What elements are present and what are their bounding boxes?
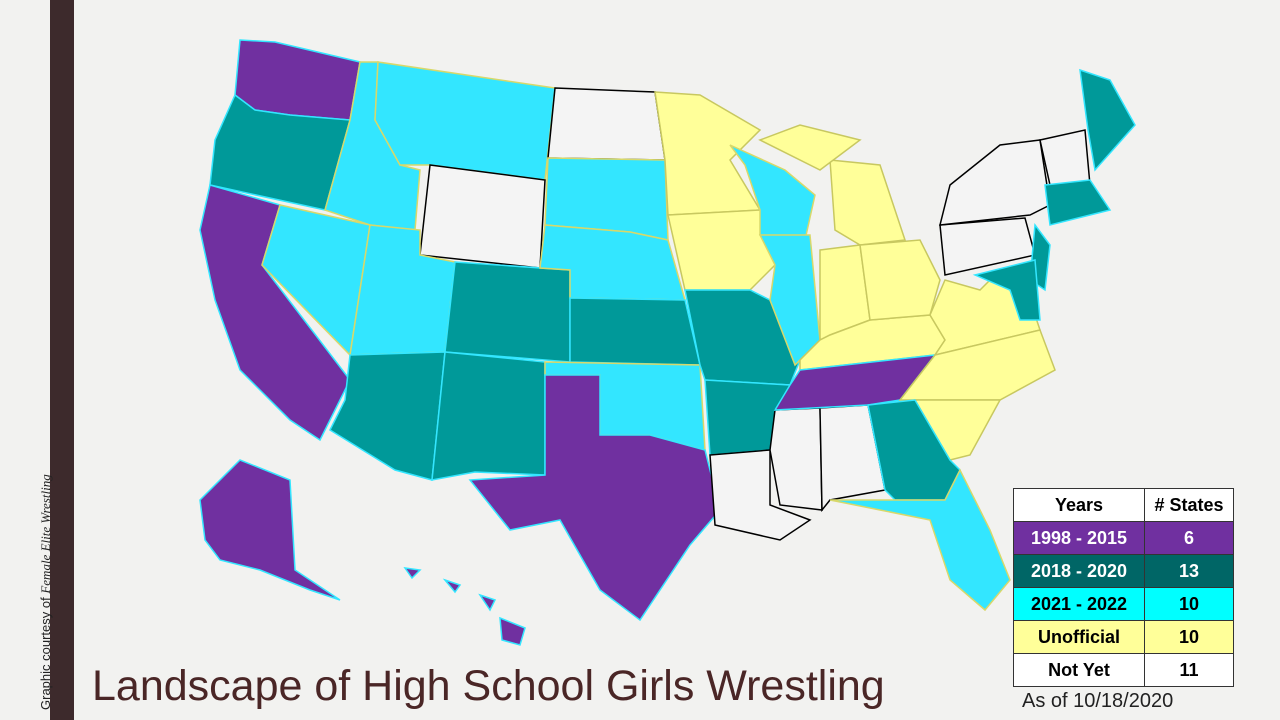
states (199, 39, 1136, 646)
credit-name: Female Elite Wrestling (38, 474, 53, 594)
legend-row: Unofficial 10 (1013, 620, 1234, 654)
legend-row: 1998 - 2015 6 (1013, 521, 1234, 555)
legend-cell: 11 (1144, 653, 1234, 687)
legend-row: Years # States (1013, 488, 1234, 522)
legend-cell: Unofficial (1013, 620, 1145, 654)
legend-cell: 2021 - 2022 (1013, 587, 1145, 621)
legend-cell: Years (1013, 488, 1145, 522)
date-note: As of 10/18/2020 (1022, 690, 1174, 712)
side-bar (50, 0, 74, 720)
title: Landscape of High School Girls Wrestling (92, 662, 885, 710)
legend-cell: 1998 - 2015 (1013, 521, 1145, 555)
legend-cell: 10 (1144, 620, 1234, 654)
legend-cell: 2018 - 2020 (1013, 554, 1145, 588)
legend-cell: 10 (1144, 587, 1234, 621)
legend-row: 2018 - 2020 13 (1013, 554, 1234, 588)
credit-prefix: Graphic courtesy of (38, 597, 53, 710)
legend-cell: 13 (1144, 554, 1234, 588)
credit: Graphic courtesy of Female Elite Wrestli… (38, 474, 54, 710)
legend-table: Years # States 1998 - 2015 6 2018 - 2020 13 20… (1013, 488, 1234, 687)
legend-row: Not Yet 11 (1013, 653, 1234, 687)
legend-cell: 6 (1144, 521, 1234, 555)
legend-row: 2021 - 2022 10 (1013, 587, 1234, 621)
legend-cell: # States (1144, 488, 1234, 522)
legend-cell: Not Yet (1013, 653, 1145, 687)
